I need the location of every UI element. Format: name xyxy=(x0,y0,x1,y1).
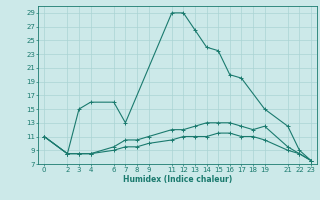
X-axis label: Humidex (Indice chaleur): Humidex (Indice chaleur) xyxy=(123,175,232,184)
